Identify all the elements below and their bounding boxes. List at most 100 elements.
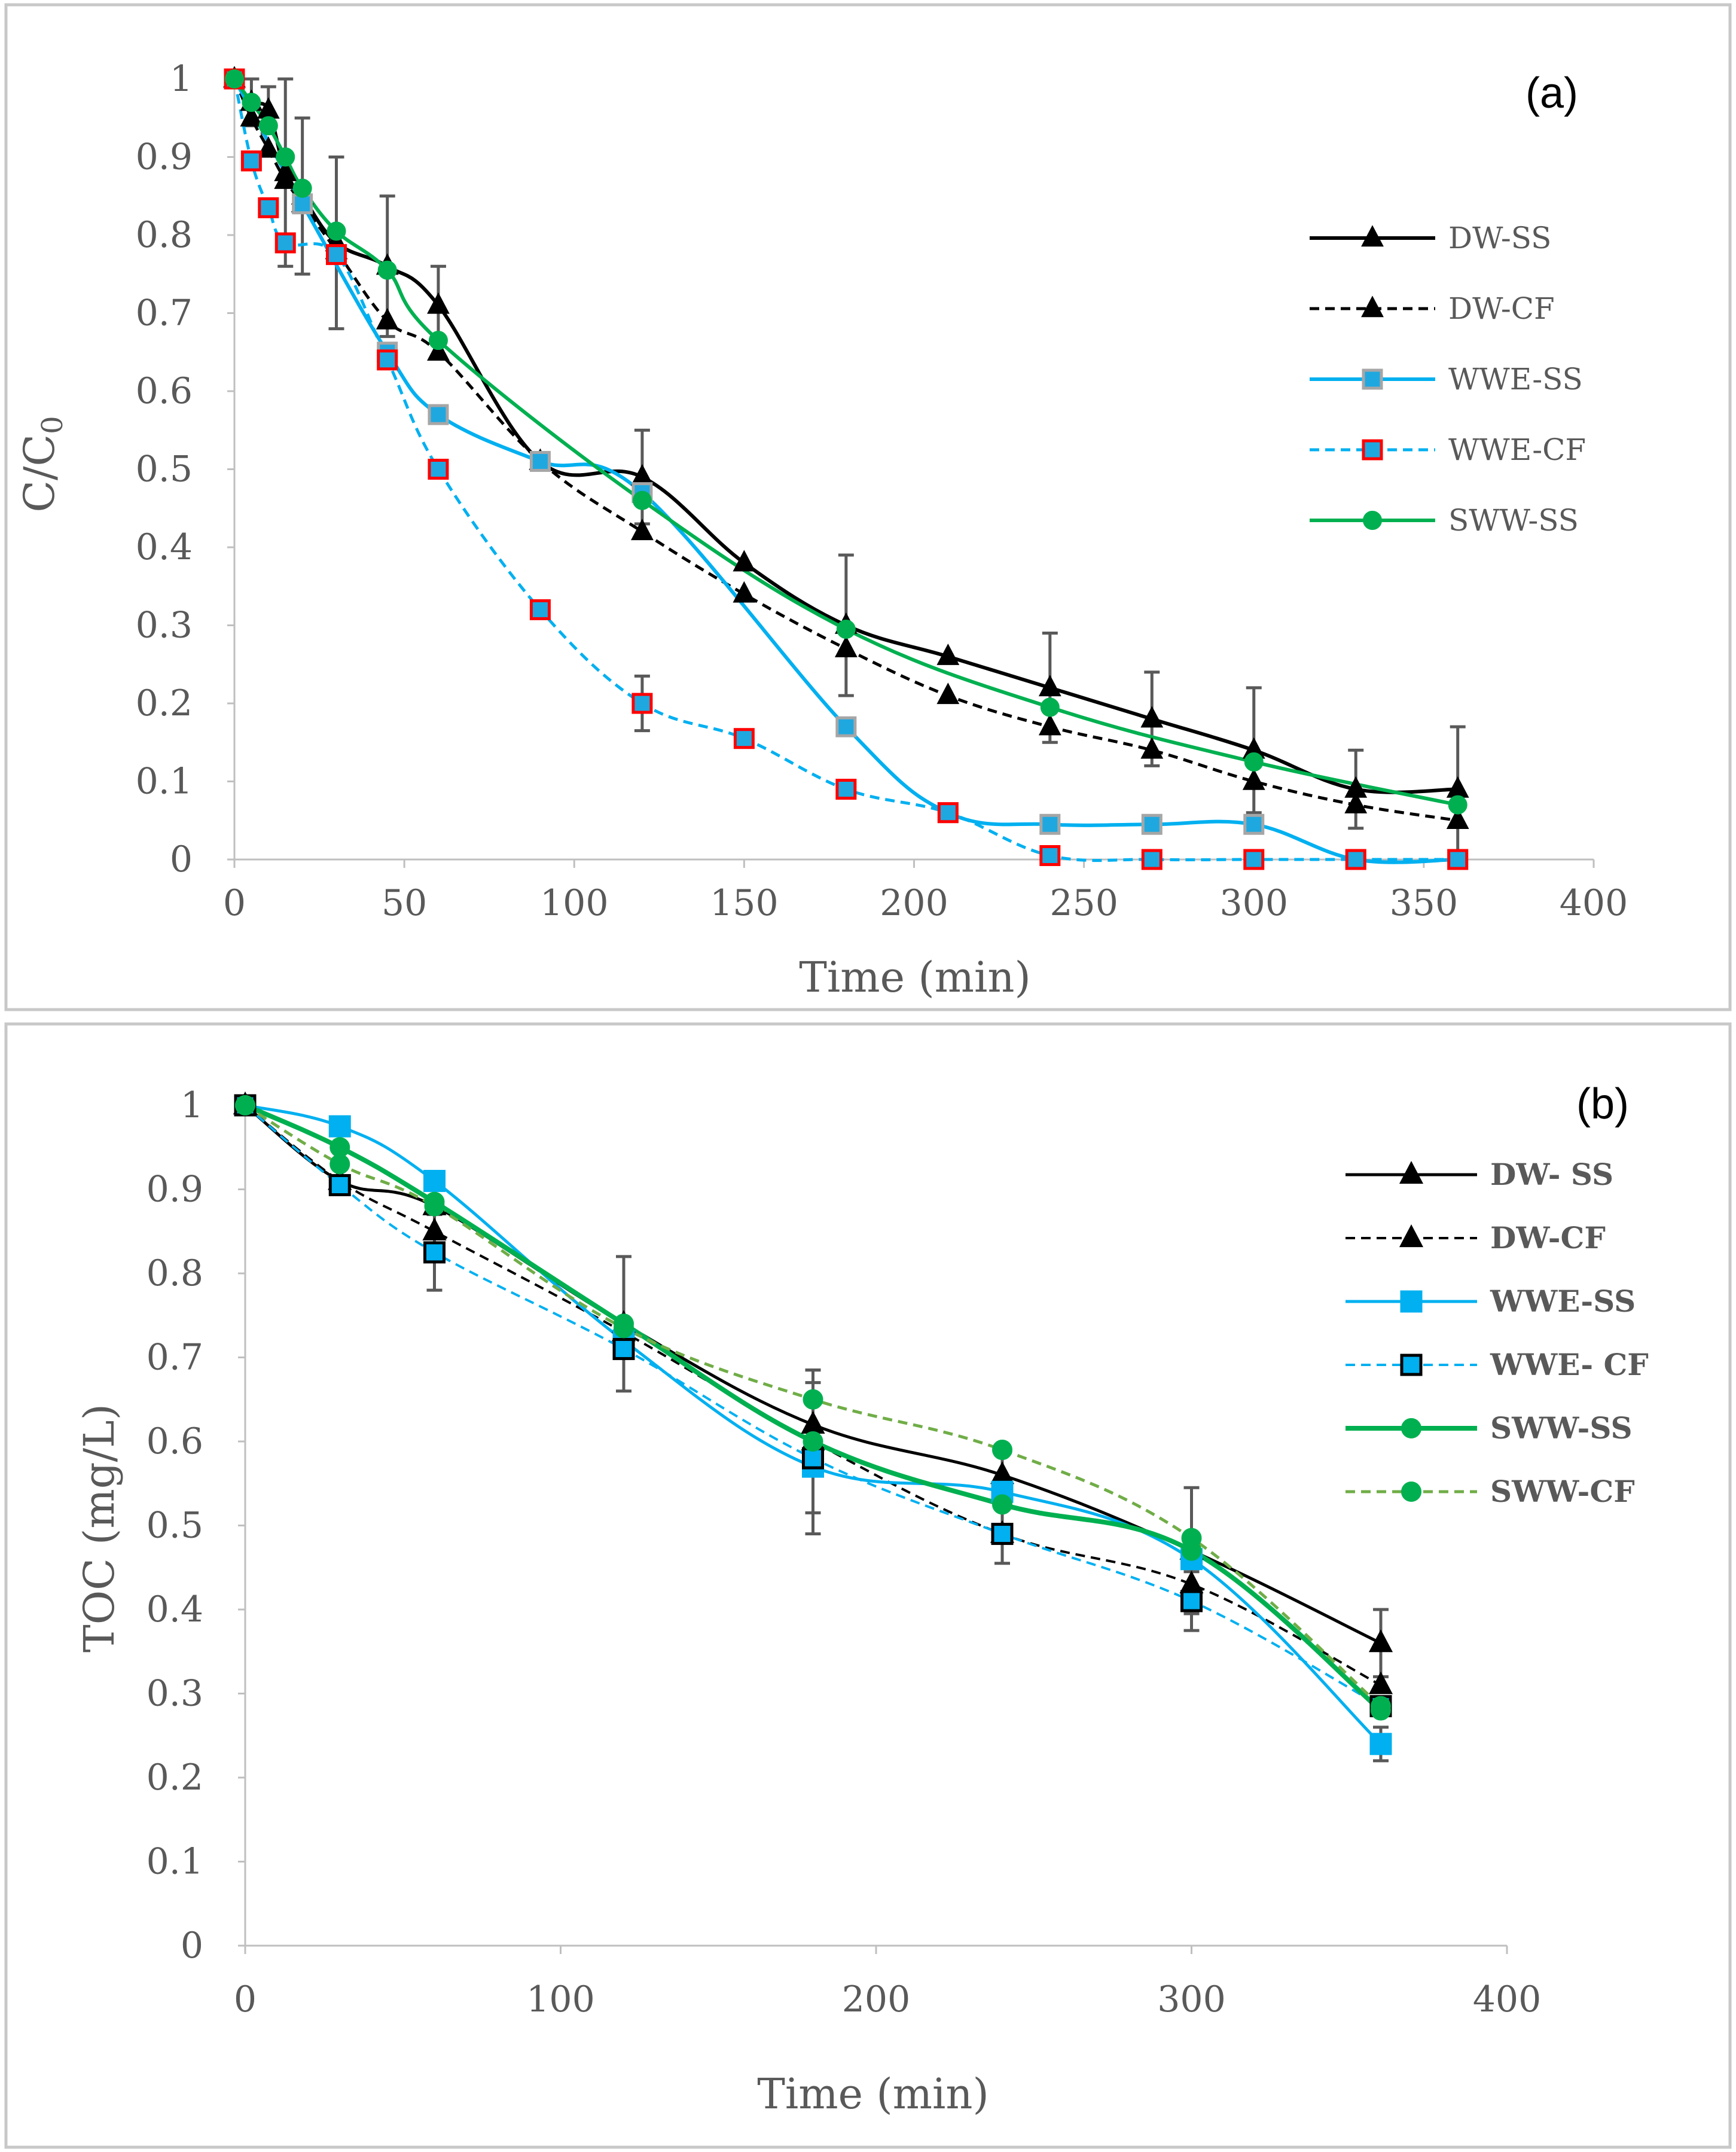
chart-b-legend-entry-sww-ss: SWW-SS: [1346, 1410, 1633, 1446]
chart-a-sww-ss-point: [242, 93, 261, 112]
chart-a-dw-ss-point: [1038, 675, 1061, 697]
chart-a-legend-entry-dw-cf: DW-CF: [1310, 291, 1555, 326]
chart-a-dw-cf-point: [1344, 791, 1368, 813]
chart-a-dw-cf-point: [1242, 768, 1265, 790]
chart-a-legend-entry-wwe-ss: WWE-SS: [1310, 362, 1583, 397]
y-axis-title-subscript: 0: [36, 416, 69, 434]
chart-a-series-line-wwe-cf: [233, 78, 1458, 862]
panel-a-legend: DW-SS DW-CF WWE-SS WWE-CF SWW-SS: [1310, 221, 1586, 538]
chart-a-legend-marker-dw-ss: [1361, 225, 1384, 247]
chart-b-sww-cf-point: [424, 1196, 445, 1217]
chart-b-legend-label-dw-ss: DW- SS: [1490, 1157, 1613, 1192]
chart-b-legend-marker-wwe-cf: [1400, 1354, 1423, 1376]
chart-b-wwe-cf-point: [1180, 1590, 1203, 1613]
chart-a-sww-ss-point: [1244, 752, 1264, 772]
chart-a-wwe-cf-point: [1447, 849, 1469, 870]
chart-b-x-tick-label: 200: [842, 1979, 911, 2020]
chart-b-series-line-wwe-cf: [244, 1104, 1381, 1708]
chart-b-sww-cf-point: [1181, 1528, 1202, 1549]
chart-b-sww-cf-point: [329, 1154, 350, 1175]
chart-b-legend-label-dw-cf: DW-CF: [1490, 1220, 1606, 1255]
chart-a-wwe-cf-point: [377, 349, 398, 371]
chart-a-dw-ss-point: [1140, 706, 1164, 728]
chart-a-y-tick-label: 0.5: [136, 449, 193, 490]
chart-a-dw-cf-point: [1446, 807, 1469, 829]
chart-a-dw-cf-point: [733, 581, 756, 603]
chart-b-wwe-ss-point: [423, 1169, 446, 1192]
panel-b-x-axis-title: Time (min): [757, 2069, 989, 2119]
chart-b-y-tick-label: 0.4: [147, 1589, 203, 1630]
chart-b-wwe-ss-point: [328, 1115, 351, 1138]
panel-a-label: (a): [1526, 69, 1578, 117]
chart-a-x-tick-label: 0: [223, 882, 246, 924]
chart-a-sww-ss-point: [632, 490, 652, 510]
chart-a-sww-ss-point: [225, 69, 244, 89]
chart-a-dw-cf-point: [427, 339, 450, 361]
chart-b-dw-cf-point: [422, 1217, 447, 1240]
chart-b-wwe-cf-point: [328, 1173, 351, 1196]
chart-a-y-tick-label: 0.1: [136, 761, 193, 803]
chart-b-legend-label-wwe-cf: WWE- CF: [1490, 1347, 1649, 1382]
chart-b-x-tick-label: 400: [1473, 1979, 1542, 2020]
chart-a-wwe-ss-point: [1141, 813, 1163, 835]
chart-b-x-tick-label: 100: [526, 1979, 595, 2020]
chart-b-y-tick-label: 0.7: [147, 1337, 203, 1379]
chart-a-y-tick-label: 0.2: [136, 682, 193, 724]
svg-text:C/C0: C/C0: [15, 416, 69, 512]
chart-b-y-tick-label: 0: [181, 1925, 203, 1967]
chart-a-dw-ss-point: [733, 550, 756, 572]
y-axis-title-main: C/C: [15, 434, 64, 513]
chart-b-y-tick-label: 0.1: [147, 1841, 203, 1883]
chart-a-y-tick-label: 0.3: [136, 605, 193, 647]
chart-a-legend-label-sww-ss: SWW-SS: [1448, 503, 1579, 538]
chart-a-x-tick-label: 50: [382, 882, 427, 924]
chart-a-wwe-cf-point: [325, 244, 347, 266]
chart-a-dw-cf-point: [1140, 737, 1164, 759]
panel-b-frame: [4, 1022, 1732, 2149]
chart-a-wwe-cf-point: [1243, 849, 1265, 870]
chart-a-legend-label-dw-ss: DW-SS: [1448, 221, 1551, 255]
chart-b-legend-entry-sww-cf: SWW-CF: [1346, 1474, 1635, 1509]
chart-a-y-tick-label: 0.6: [136, 370, 193, 412]
chart-a-wwe-cf-point: [835, 779, 857, 800]
chart-a-wwe-ss-point: [428, 404, 449, 425]
chart-b-y-tick-label: 0.9: [147, 1169, 203, 1211]
chart-a-x-tick-label: 100: [540, 882, 609, 924]
chart-a-sww-ss-point: [292, 178, 312, 198]
chart-a-sww-ss-point: [428, 331, 448, 350]
chart-a-wwe-ss-point: [1243, 813, 1265, 835]
chart-a-legend-marker-wwe-cf: [1362, 439, 1383, 461]
chart-a-wwe-cf-point: [733, 728, 755, 749]
chart-a-wwe-ss-point: [529, 450, 551, 472]
chart-b-wwe-cf-point: [612, 1337, 635, 1360]
chart-b-sww-cf-point: [235, 1095, 255, 1115]
chart-a-sww-ss-point: [276, 147, 295, 167]
chart-a-sww-ss-point: [327, 221, 346, 241]
chart-b-legend-entry-dw-ss: DW- SS: [1346, 1157, 1613, 1192]
chart-b-y-tick-label: 0.5: [147, 1505, 203, 1547]
chart-a-dw-cf-point: [630, 519, 654, 541]
chart-b-x-tick-label: 0: [234, 1979, 257, 2020]
chart-b-series-line-dw-cf: [244, 1104, 1381, 1687]
chart-b-legend-marker-sww-cf: [1401, 1482, 1421, 1502]
chart-a-wwe-ss-point: [835, 716, 857, 737]
panel-a-plot-area: 0 50 100 150 200 250 300 350 400 0 0.1 0.2 0.3 0.4 0.5…: [136, 58, 1628, 924]
chart-b-sww-cf-point: [992, 1440, 1012, 1461]
chart-a-sww-ss-point: [1040, 697, 1060, 717]
chart-a-wwe-cf-point: [258, 197, 279, 218]
chart-a-dw-cf-point: [240, 105, 263, 127]
chart-a-legend-entry-dw-ss: DW-SS: [1310, 221, 1551, 255]
chart-a-legend-marker-sww-ss: [1363, 511, 1382, 530]
chart-b-legend-entry-wwe-cf: WWE- CF: [1346, 1347, 1649, 1382]
chart-a-y-tick-label: 1: [170, 58, 193, 100]
chart-b-dw-ss-point: [1368, 1629, 1393, 1653]
chart-a-x-tick-label: 400: [1560, 882, 1628, 924]
panel-b-plot-area: 0 100 200 300 400 0 0.1 0.2 0.3 0.4 0.5 0.6 0.7 0.8 0.…: [147, 1084, 1542, 2020]
panel-b-y-axis-title: TOC (mg/L): [75, 1404, 124, 1653]
chart-b-legend-label-sww-ss: SWW-SS: [1490, 1410, 1633, 1446]
chart-a-sww-ss-point: [377, 260, 397, 280]
chart-a-dw-ss-point: [936, 644, 960, 665]
chart-a-series-points-dw-cf: [223, 66, 1469, 829]
chart-a-wwe-cf-point: [937, 802, 959, 824]
